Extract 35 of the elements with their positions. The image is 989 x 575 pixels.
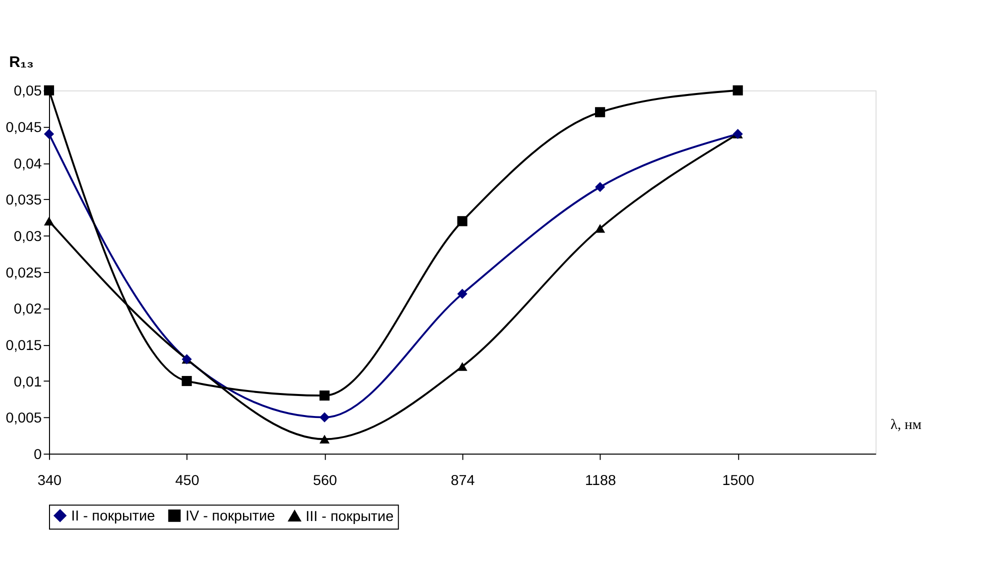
point [595, 224, 606, 233]
point [457, 216, 468, 226]
point [44, 216, 54, 226]
point [320, 434, 330, 444]
legend-label: II - покрытие [71, 508, 156, 524]
x-tick-label: 1500 [722, 472, 754, 489]
y-tick-label: 0,01 [14, 374, 42, 390]
y-tick-label: 0,005 [6, 410, 42, 427]
point [320, 390, 330, 401]
x-tick-label: 450 [175, 472, 200, 489]
point [457, 362, 468, 371]
point [595, 107, 606, 118]
y-tick-label: 0,03 [14, 228, 42, 245]
y-tick-label: 0,02 [14, 302, 42, 318]
y-tick-label: 0,015 [6, 338, 42, 354]
y-tick-label: 0 [34, 446, 42, 463]
legend-label: III - покрытие [306, 508, 394, 525]
x-tick-label: 1188 [585, 472, 616, 489]
point [457, 288, 468, 299]
y-tick-label: 0,05 [14, 84, 42, 100]
x-tick-label: 874 [450, 472, 475, 489]
y-tick-label: 0,04 [14, 156, 42, 172]
point [320, 412, 330, 422]
y-axis-title: R₁₃ [9, 54, 34, 71]
legend-label: IV - покрытие [186, 508, 276, 524]
point [732, 85, 743, 96]
x-tick-label: 340 [37, 472, 62, 489]
point [44, 128, 54, 140]
point [595, 182, 606, 192]
x-tick-label: 560 [313, 472, 338, 489]
y-tick-label: 0,035 [6, 192, 42, 209]
y-tick-label: 0,025 [6, 265, 42, 282]
point [182, 376, 192, 386]
x-axis-title: λ, нм [890, 417, 922, 434]
y-tick-label: 0,045 [6, 120, 42, 136]
